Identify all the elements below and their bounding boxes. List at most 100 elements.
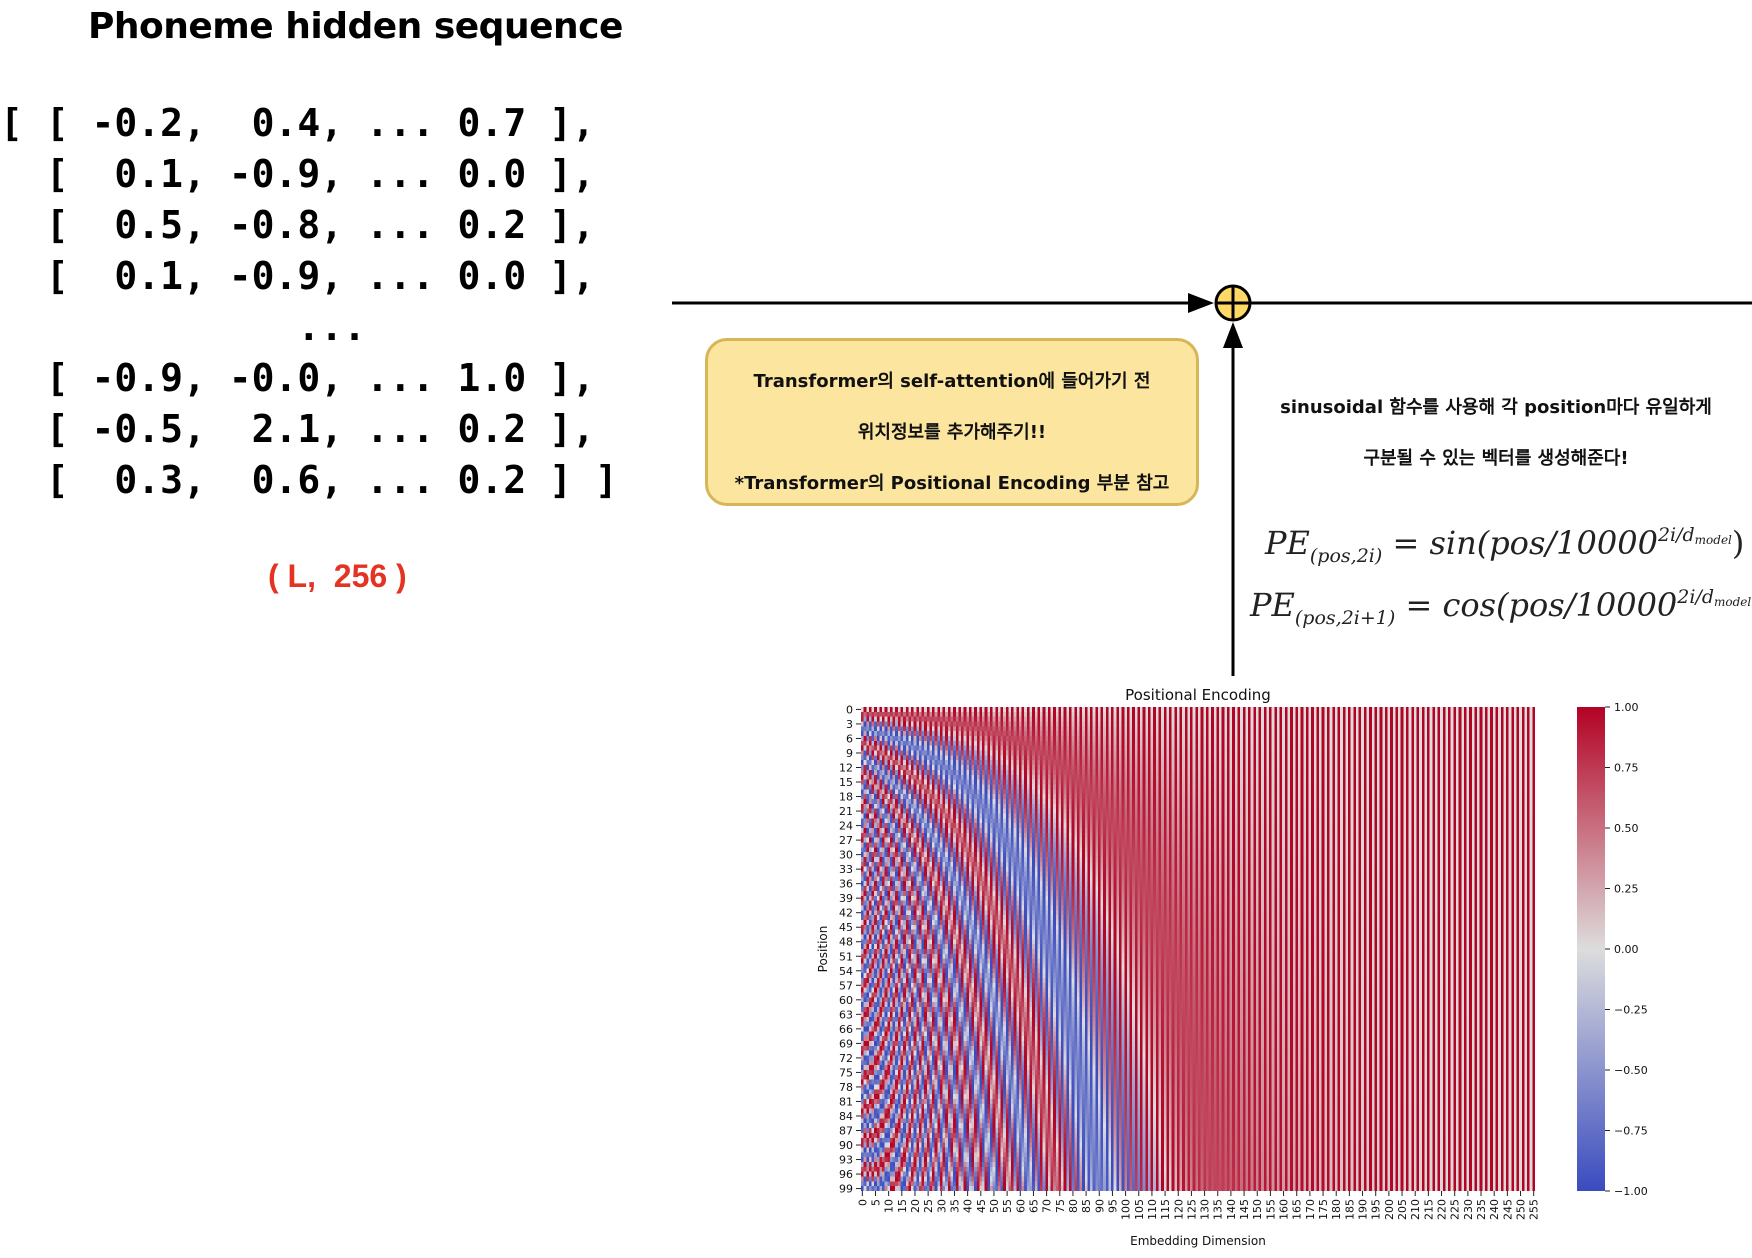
x-tick-label: 110 xyxy=(1146,1199,1159,1220)
y-tick-label: 66 xyxy=(839,1023,853,1036)
colorbar-tick-label: 0.00 xyxy=(1614,943,1639,956)
x-tick-label: 125 xyxy=(1185,1199,1198,1220)
matrix-row: [ [ -0.2, 0.4, ... 0.7 ], xyxy=(0,101,595,145)
x-tick-label: 190 xyxy=(1357,1199,1370,1220)
x-tick-label: 250 xyxy=(1515,1199,1528,1220)
y-tick-label: 27 xyxy=(839,834,853,847)
y-tick-label: 57 xyxy=(839,979,853,992)
x-tick-label: 235 xyxy=(1475,1199,1488,1220)
y-tick-label: 0 xyxy=(846,703,853,716)
x-tick-label: 15 xyxy=(896,1199,909,1213)
x-tick-label: 205 xyxy=(1396,1199,1409,1220)
x-tick-label: 150 xyxy=(1251,1199,1264,1220)
x-tick-label: 170 xyxy=(1304,1199,1317,1220)
note-box: Transformer의 self-attention에 들어가기 전 위치정보… xyxy=(705,338,1199,506)
y-tick-label: 96 xyxy=(839,1168,853,1181)
x-tick-label: 230 xyxy=(1462,1199,1475,1220)
y-tick-label: 51 xyxy=(839,950,853,963)
colorbar-gradient xyxy=(1577,707,1605,1191)
matrix-row: [ 0.3, 0.6, ... 0.2 ] ] xyxy=(0,458,618,502)
y-tick-label: 9 xyxy=(846,747,853,760)
colorbar-tick-label: 0.50 xyxy=(1614,822,1639,835)
x-tick-label: 40 xyxy=(962,1199,975,1213)
x-tick-label: 175 xyxy=(1317,1199,1330,1220)
colorbar-tick-label: −0.50 xyxy=(1614,1064,1648,1077)
x-tick-label: 195 xyxy=(1370,1199,1383,1220)
y-tick-label: 21 xyxy=(839,805,853,818)
x-tick-label: 105 xyxy=(1133,1199,1146,1220)
plus-circle-icon xyxy=(1214,284,1252,322)
chart-axes: Positional Encoding Embedding Dimension … xyxy=(816,686,1648,1248)
y-tick-label: 39 xyxy=(839,892,853,905)
x-tick-label: 120 xyxy=(1172,1199,1185,1220)
colorbar-tick-label: 0.25 xyxy=(1614,883,1639,896)
x-tick-label: 25 xyxy=(922,1199,935,1213)
y-tick-label: 84 xyxy=(839,1110,853,1123)
colorbar-tick-label: −0.75 xyxy=(1614,1125,1648,1138)
matrix-row: [ -0.9, -0.0, ... 1.0 ], xyxy=(0,356,595,400)
hidden-sequence-matrix: [ [ -0.2, 0.4, ... 0.7 ], [ 0.1, -0.9, .… xyxy=(0,98,618,506)
y-tick-label: 78 xyxy=(839,1081,853,1094)
chart-title: Positional Encoding xyxy=(1125,686,1271,704)
x-tick-label: 135 xyxy=(1212,1199,1225,1220)
x-tick-label: 90 xyxy=(1093,1199,1106,1213)
y-tick-label: 33 xyxy=(839,863,853,876)
y-tick-label: 24 xyxy=(839,820,853,833)
x-tick-label: 75 xyxy=(1054,1199,1067,1213)
x-tick-label: 60 xyxy=(1014,1199,1027,1213)
x-tick-label: 50 xyxy=(988,1199,1001,1213)
pe-sin-formula: PE(pos,2i) = sin(pos/100002i/dmodel) xyxy=(1265,524,1745,567)
x-tick-label: 200 xyxy=(1383,1199,1396,1220)
x-tick-label: 240 xyxy=(1488,1199,1501,1220)
matrix-row: [ 0.5, -0.8, ... 0.2 ], xyxy=(0,203,595,247)
y-tick-label: 48 xyxy=(839,936,853,949)
y-tick-label: 60 xyxy=(839,994,853,1007)
x-tick-label: 145 xyxy=(1238,1199,1251,1220)
x-axis-label: Embedding Dimension xyxy=(1130,1234,1266,1248)
x-tick-label: 225 xyxy=(1449,1199,1462,1220)
x-tick-label: 245 xyxy=(1501,1199,1514,1220)
matrix-row: [ 0.1, -0.9, ... 0.0 ], xyxy=(0,152,595,196)
page-title: Phoneme hidden sequence xyxy=(88,6,623,47)
x-tick-label: 160 xyxy=(1278,1199,1291,1220)
x-tick-label: 30 xyxy=(935,1199,948,1213)
x-tick-label: 65 xyxy=(1027,1199,1040,1213)
x-tick-label: 95 xyxy=(1106,1199,1119,1213)
y-tick-label: 15 xyxy=(839,776,853,789)
y-tick-label: 45 xyxy=(839,921,853,934)
matrix-row: [ -0.5, 2.1, ... 0.2 ], xyxy=(0,407,595,451)
y-axis-label: Position xyxy=(816,926,830,973)
y-tick-label: 36 xyxy=(839,878,853,891)
pe-cos-formula: PE(pos,2i+1) = cos(pos/100002i/dmodel) xyxy=(1250,586,1752,629)
y-tick-label: 75 xyxy=(839,1066,853,1079)
heatmap-cells xyxy=(861,707,1535,1191)
description-line: 구분될 수 있는 벡터를 생성해준다! xyxy=(1363,448,1629,469)
note-line: Transformer의 self-attention에 들어가기 전 xyxy=(753,371,1151,392)
x-tick-label: 185 xyxy=(1343,1199,1356,1220)
y-tick-label: 69 xyxy=(839,1037,853,1050)
x-tick-label: 0 xyxy=(856,1199,869,1206)
note-line: *Transformer의 Positional Encoding 부분 참고 xyxy=(734,473,1170,494)
y-tick-label: 99 xyxy=(839,1183,853,1196)
shape-label: ( L, 256 ) xyxy=(268,558,407,594)
input-arrowhead xyxy=(1188,293,1214,313)
x-tick-label: 85 xyxy=(1080,1199,1093,1213)
pe-arrowhead xyxy=(1223,322,1243,348)
x-tick-label: 130 xyxy=(1199,1199,1212,1220)
description-line: sinusoidal 함수를 사용해 각 position마다 유일하게 xyxy=(1280,397,1712,418)
x-tick-label: 115 xyxy=(1159,1199,1172,1220)
x-tick-label: 220 xyxy=(1436,1199,1449,1220)
colorbar-tick-label: 1.00 xyxy=(1614,701,1639,714)
x-tick-label: 5 xyxy=(869,1199,882,1206)
y-tick-label: 90 xyxy=(839,1139,853,1152)
y-tick-label: 18 xyxy=(839,791,853,804)
x-tick-label: 180 xyxy=(1330,1199,1343,1220)
colorbar-tick-label: −0.25 xyxy=(1614,1004,1648,1017)
x-tick-label: 210 xyxy=(1409,1199,1422,1220)
x-tick-label: 35 xyxy=(948,1199,961,1213)
x-tick-label: 100 xyxy=(1120,1199,1133,1220)
y-tick-label: 72 xyxy=(839,1052,853,1065)
colorbar-tick-label: 0.75 xyxy=(1614,762,1639,775)
x-tick-label: 165 xyxy=(1291,1199,1304,1220)
